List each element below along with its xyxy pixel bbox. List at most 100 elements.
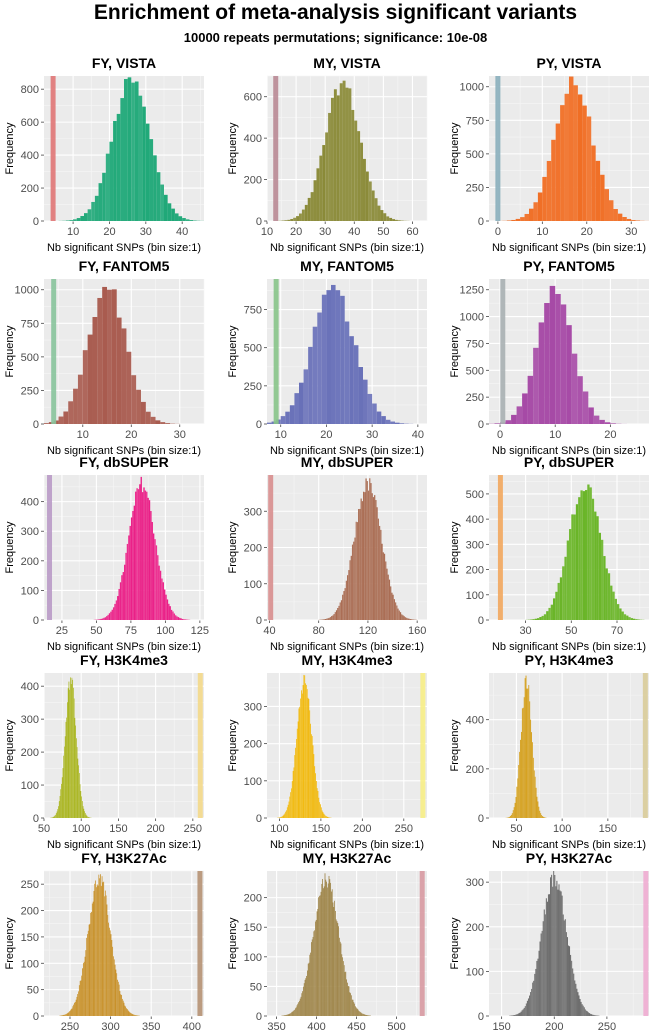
histogram-bar	[595, 1015, 597, 1016]
y-tick-label: 100	[21, 780, 39, 792]
histogram-bar	[171, 208, 175, 221]
histogram-bar	[585, 1010, 587, 1016]
histogram-bar	[307, 697, 309, 818]
y-axis-label: Frequency	[227, 521, 239, 573]
histogram-bar	[334, 612, 336, 620]
histogram-bar	[319, 895, 320, 1016]
histogram-bar	[353, 345, 359, 424]
histogram-bar	[97, 297, 103, 424]
histogram-bar	[407, 618, 409, 620]
histogram-bar	[335, 610, 338, 620]
x-tick-label: 75	[125, 625, 137, 637]
histogram-bar	[155, 545, 158, 620]
observed-value-line	[47, 475, 53, 620]
histogram-bar	[116, 317, 122, 424]
observed-value-line	[643, 871, 649, 1016]
histogram-bar	[119, 991, 121, 1016]
histogram-bar	[543, 614, 547, 620]
histogram-bar	[117, 979, 118, 1016]
histogram-bar	[61, 783, 62, 818]
histogram-bar	[315, 781, 317, 818]
x-tick-label: 150	[109, 823, 127, 835]
x-tick-label: 20	[103, 226, 115, 238]
histogram-bar	[512, 1015, 514, 1016]
histogram-bar	[126, 351, 132, 424]
histogram-bar	[133, 1014, 135, 1016]
histogram-bar	[312, 745, 314, 818]
histogram-bar	[316, 788, 318, 818]
y-tick-label: 100	[244, 579, 262, 591]
x-tick-label: 60	[406, 226, 418, 238]
histogram-bar	[287, 1014, 288, 1016]
y-tick-label: 750	[466, 115, 484, 127]
histogram-bar	[583, 1007, 585, 1016]
histogram-bar	[398, 610, 400, 620]
y-tick-label: 200	[244, 543, 262, 555]
histogram-bar	[577, 376, 583, 424]
histogram-bar	[289, 796, 291, 818]
histogram-bar	[371, 493, 373, 620]
histogram-bar	[111, 289, 117, 424]
histogram-bar	[367, 393, 373, 424]
histogram-bar	[404, 617, 407, 620]
y-tick-label: 500	[466, 149, 484, 161]
histogram-bar	[599, 419, 605, 424]
histogram-bar	[68, 1012, 70, 1016]
histogram-bar	[534, 973, 536, 1016]
histogram-bar	[101, 618, 104, 620]
histogram-bar	[144, 490, 147, 620]
y-axis-label: Frequency	[449, 719, 461, 771]
histogram-bar	[550, 877, 552, 1016]
histogram-bar	[86, 937, 88, 1016]
histogram-bar	[311, 939, 313, 1016]
histogram-bar	[120, 98, 124, 221]
histogram-bar	[380, 210, 384, 221]
histogram-bar	[92, 317, 98, 424]
histogram-bar	[335, 910, 336, 1016]
histogram-bar	[362, 1013, 363, 1016]
histogram-bar	[299, 998, 301, 1016]
histogram-bar	[107, 914, 109, 1016]
histogram-bar	[527, 688, 529, 818]
histogram-bar	[167, 203, 172, 221]
histogram-bar	[95, 887, 97, 1016]
histogram-bar	[396, 605, 398, 620]
y-tick-label: 200	[466, 764, 484, 776]
histogram-bar	[77, 994, 79, 1016]
histogram-bar	[165, 423, 171, 424]
histogram-bar	[517, 778, 519, 818]
histogram-bar	[578, 995, 580, 1016]
histogram-bar	[100, 886, 102, 1016]
y-tick-label: 0	[33, 419, 39, 431]
histogram-bar	[521, 731, 522, 818]
histogram-bar	[319, 802, 321, 818]
histogram-bar	[145, 411, 151, 424]
observed-value-line	[273, 279, 279, 424]
histogram-bar	[356, 1008, 358, 1016]
x-tick-label: 40	[176, 226, 188, 238]
histogram-bar	[85, 814, 87, 818]
histogram-bar	[328, 112, 331, 221]
histogram-bar	[345, 971, 347, 1016]
x-tick-label: 10	[67, 226, 79, 238]
histogram-bar	[309, 954, 311, 1016]
y-tick-label: 200	[244, 893, 262, 905]
histogram-bar	[91, 201, 95, 221]
histogram-bar	[349, 336, 354, 424]
histogram-bar	[514, 1015, 516, 1016]
histogram-bar	[161, 578, 163, 620]
histogram-bar	[315, 773, 316, 818]
histogram-bar	[89, 923, 91, 1016]
x-axis-label: Nb significant SNPs (bin size:1)	[492, 839, 646, 851]
histogram-bar	[318, 797, 320, 818]
histogram-bar	[381, 543, 383, 620]
y-tick-label: 50	[27, 985, 39, 997]
y-tick-label: 100	[244, 952, 262, 964]
histogram-bar	[122, 1000, 124, 1016]
y-axis-label: Frequency	[449, 325, 461, 377]
histogram-bar	[128, 535, 130, 620]
histogram-bar	[181, 618, 184, 620]
histogram-panel: MY, H3K27Ac350400450500050100150200Nb si…	[227, 850, 427, 1033]
histogram-bar	[77, 758, 79, 818]
